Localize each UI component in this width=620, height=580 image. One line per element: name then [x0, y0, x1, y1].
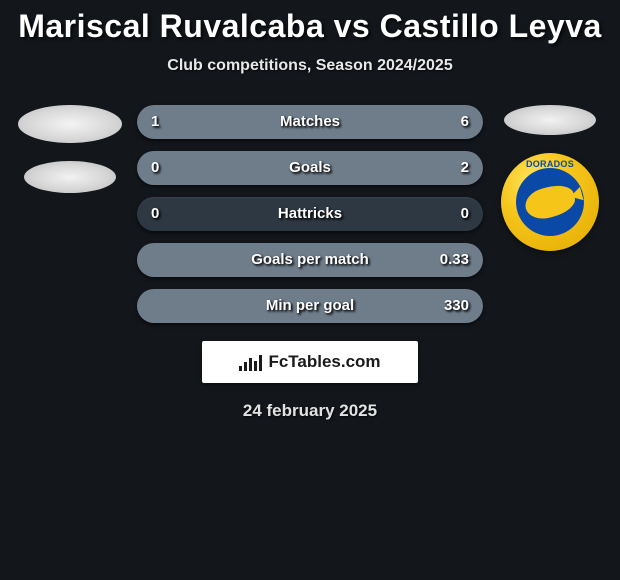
stat-bar: 00Hattricks	[137, 197, 483, 231]
page-title: Mariscal Ruvalcaba vs Castillo Leyva	[0, 8, 620, 45]
club-badge-inner	[516, 168, 584, 236]
bar-label: Hattricks	[137, 197, 483, 231]
right-badges: DORADOS	[495, 105, 605, 251]
fish-icon	[522, 181, 578, 223]
main-row: 16Matches 02Goals 00Hattricks 0.33Goals per…	[0, 105, 620, 323]
stat-bar: 16Matches	[137, 105, 483, 139]
bar-label: Min per goal	[137, 289, 483, 323]
footer-logo: FcTables.com	[202, 341, 418, 383]
stat-bar: 02Goals	[137, 151, 483, 185]
club-badge-placeholder	[24, 161, 116, 193]
bar-label: Matches	[137, 105, 483, 139]
bar-label: Goals per match	[137, 243, 483, 277]
page-subtitle: Club competitions, Season 2024/2025	[0, 57, 620, 75]
footer-logo-text: FcTables.com	[268, 352, 380, 372]
stat-bar: 0.33Goals per match	[137, 243, 483, 277]
bar-chart-icon	[239, 353, 262, 371]
bar-label: Goals	[137, 151, 483, 185]
stat-bars: 16Matches 02Goals 00Hattricks 0.33Goals per…	[137, 105, 483, 323]
left-badges	[15, 105, 125, 193]
footer-date: 24 february 2025	[0, 401, 620, 421]
player-badge-placeholder	[504, 105, 596, 135]
player-badge-placeholder	[18, 105, 122, 143]
comparison-card: Mariscal Ruvalcaba vs Castillo Leyva Clu…	[0, 0, 620, 421]
club-badge-dorados: DORADOS	[501, 153, 599, 251]
stat-bar: 330Min per goal	[137, 289, 483, 323]
